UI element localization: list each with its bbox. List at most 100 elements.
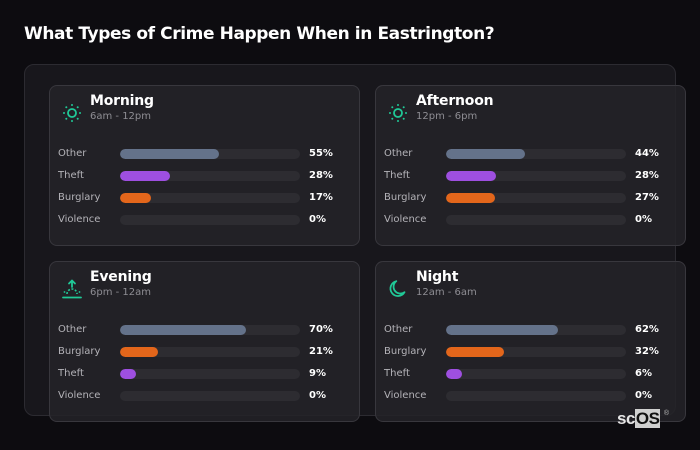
bar-track — [120, 391, 300, 401]
bar-fill — [120, 149, 219, 159]
bar-label: Theft — [384, 368, 410, 379]
bar-value: 0% — [309, 214, 326, 225]
scos-logo: scOS ® — [617, 409, 669, 428]
bar-row: Other 62% — [384, 323, 685, 345]
bar-value: 17% — [309, 192, 333, 203]
registered-mark: ® — [663, 410, 669, 417]
bar-fill — [120, 347, 158, 357]
bar-value: 70% — [309, 324, 333, 335]
bar-list: Other 44% Theft 28% Burglary 27% Violenc… — [384, 147, 685, 235]
card-time-range: 6am - 12pm — [90, 111, 152, 122]
bar-fill — [120, 171, 171, 181]
bar-track — [446, 171, 626, 181]
bar-track — [120, 193, 300, 203]
sunset-icon — [62, 279, 82, 299]
bar-label: Theft — [58, 170, 84, 181]
bar-label: Other — [384, 148, 413, 159]
bar-track — [120, 369, 300, 379]
card-title: Morning — [90, 93, 154, 109]
bar-row: Other 55% — [58, 147, 359, 169]
bar-list: Other 62% Burglary 32% Theft 6% Violence… — [384, 323, 685, 411]
bar-row: Violence 0% — [58, 213, 359, 235]
card-title: Night — [416, 269, 459, 285]
bar-row: Violence 0% — [384, 213, 685, 235]
bar-label: Violence — [384, 390, 427, 401]
bar-row: Burglary 17% — [58, 191, 359, 213]
bar-fill — [446, 171, 497, 181]
bar-track — [446, 215, 626, 225]
bar-label: Violence — [58, 214, 101, 225]
bar-value: 9% — [309, 368, 326, 379]
card-time-range: 12pm - 6pm — [416, 111, 478, 122]
card-time-range: 12am - 6am — [416, 287, 477, 298]
bar-track — [446, 325, 626, 335]
moon-icon — [389, 280, 406, 297]
logo-sc: sc — [617, 409, 635, 428]
bar-label: Other — [384, 324, 413, 335]
bar-list: Other 70% Burglary 21% Theft 9% Violence… — [58, 323, 359, 411]
bar-list: Other 55% Theft 28% Burglary 17% Violenc… — [58, 147, 359, 235]
bar-fill — [446, 347, 504, 357]
bar-label: Other — [58, 324, 87, 335]
bar-track — [120, 171, 300, 181]
bar-value: 32% — [635, 346, 659, 357]
bar-label: Other — [58, 148, 87, 159]
bar-value: 62% — [635, 324, 659, 335]
bar-track — [446, 193, 626, 203]
card-night: Night 12am - 6am Other 62% Burglary 32% … — [375, 261, 686, 422]
bar-track — [446, 391, 626, 401]
bar-value: 0% — [635, 390, 652, 401]
bar-label: Burglary — [58, 346, 101, 357]
bar-value: 21% — [309, 346, 333, 357]
bar-value: 0% — [309, 390, 326, 401]
bar-fill — [120, 193, 151, 203]
card-title: Evening — [90, 269, 152, 285]
bar-fill — [120, 369, 137, 379]
bar-fill — [446, 325, 558, 335]
card-title: Afternoon — [416, 93, 494, 109]
bar-fill — [446, 149, 526, 159]
bar-fill — [446, 193, 495, 203]
bar-row: Theft 6% — [384, 367, 685, 389]
bar-label: Violence — [58, 390, 101, 401]
card-evening: Evening 6pm - 12am Other 70% Burglary 21… — [49, 261, 360, 422]
card-time-range: 6pm - 12am — [90, 287, 152, 298]
bar-value: 0% — [635, 214, 652, 225]
bar-row: Burglary 27% — [384, 191, 685, 213]
bar-row: Other 44% — [384, 147, 685, 169]
bar-row: Violence 0% — [384, 389, 685, 411]
logo-os: OS — [634, 409, 661, 428]
bar-row: Theft 28% — [384, 169, 685, 191]
bar-track — [120, 347, 300, 357]
bar-fill — [120, 325, 246, 335]
sun-icon — [389, 104, 407, 122]
bar-track — [446, 347, 626, 357]
bar-row: Burglary 21% — [58, 345, 359, 367]
bar-value: 55% — [309, 148, 333, 159]
bar-label: Burglary — [58, 192, 101, 203]
bar-value: 28% — [309, 170, 333, 181]
bar-row: Theft 9% — [58, 367, 359, 389]
bar-label: Burglary — [384, 192, 427, 203]
bar-label: Violence — [384, 214, 427, 225]
bar-fill — [446, 369, 463, 379]
bar-row: Violence 0% — [58, 389, 359, 411]
bar-label: Burglary — [384, 346, 427, 357]
bar-track — [120, 325, 300, 335]
bar-value: 6% — [635, 368, 652, 379]
card-afternoon: Afternoon 12pm - 6pm Other 44% Theft 28%… — [375, 85, 686, 246]
page-title: What Types of Crime Happen When in Eastr… — [24, 24, 495, 44]
card-morning: Morning 6am - 12pm Other 55% Theft 28% B… — [49, 85, 360, 246]
bar-value: 28% — [635, 170, 659, 181]
bar-row: Other 70% — [58, 323, 359, 345]
bar-track — [446, 369, 626, 379]
bar-value: 44% — [635, 148, 659, 159]
sun-icon — [63, 104, 81, 122]
bar-row: Theft 28% — [58, 169, 359, 191]
bar-value: 27% — [635, 192, 659, 203]
bar-track — [446, 149, 626, 159]
bar-label: Theft — [384, 170, 410, 181]
bar-track — [120, 149, 300, 159]
bar-label: Theft — [58, 368, 84, 379]
bar-row: Burglary 32% — [384, 345, 685, 367]
